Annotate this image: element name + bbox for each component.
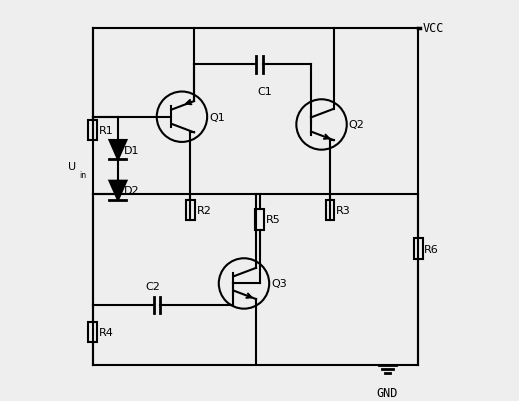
Text: VCC: VCC [422, 22, 444, 35]
Bar [414, 239, 423, 259]
Bar [186, 200, 195, 220]
Text: U: U [67, 162, 76, 172]
Bar [255, 210, 264, 230]
Text: R4: R4 [99, 327, 114, 337]
Bar [89, 322, 97, 342]
Polygon shape [110, 141, 127, 160]
Text: in: in [79, 171, 86, 180]
Text: Q3: Q3 [271, 279, 287, 289]
Text: Q2: Q2 [349, 120, 364, 130]
Bar [89, 121, 97, 141]
Text: GND: GND [377, 386, 398, 399]
Polygon shape [110, 181, 127, 200]
Text: R2: R2 [197, 205, 212, 215]
Text: R6: R6 [424, 244, 438, 254]
Text: C2: C2 [145, 282, 160, 292]
Text: R3: R3 [336, 205, 351, 215]
Text: D2: D2 [124, 186, 139, 196]
Text: R5: R5 [266, 215, 280, 225]
Text: Q1: Q1 [209, 112, 225, 122]
Text: C1: C1 [257, 87, 272, 97]
Text: D1: D1 [124, 145, 139, 155]
Text: R1: R1 [99, 126, 113, 136]
Bar [326, 200, 334, 220]
